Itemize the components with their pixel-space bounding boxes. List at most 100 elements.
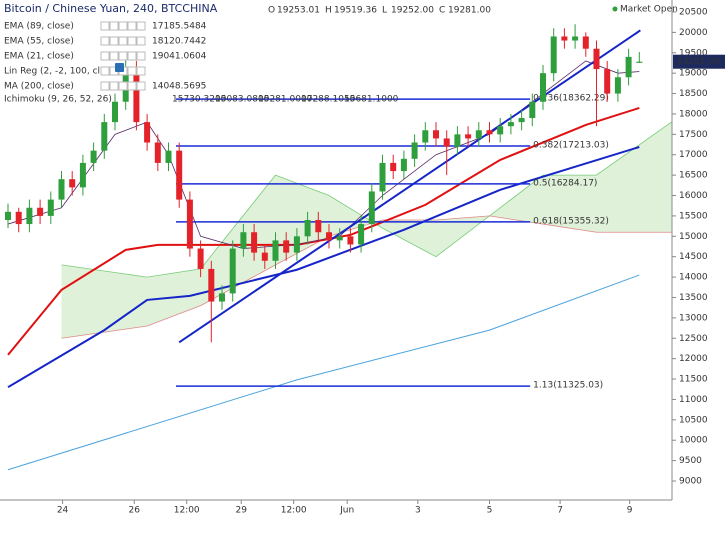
y-tick-label: 10500 (679, 415, 708, 425)
indicator-icon (115, 63, 124, 72)
fib-label: 1.13(11325.03) (533, 381, 603, 391)
y-tick-label: 12500 (679, 334, 708, 344)
candle-body (186, 199, 193, 249)
legend-value: 15281.0000 (258, 95, 313, 105)
legend-button (100, 66, 110, 76)
candle-body (358, 224, 365, 245)
legend-value: 15681.1000 (344, 95, 399, 105)
candle-body (69, 179, 76, 188)
candle-body (604, 69, 611, 94)
candle-body (37, 207, 44, 216)
x-tick-label: 24 (57, 506, 69, 516)
candle-body (326, 232, 332, 241)
legend-button (127, 36, 137, 46)
plot-area: 0.236(18362.29) 0.382(17213.03) 0.5(16284.… (5, 24, 672, 471)
legend-button (100, 21, 110, 31)
y-tick-label: 10000 (679, 436, 708, 446)
ohlc-key: L (382, 6, 387, 16)
y-tick-label: 9500 (679, 456, 702, 466)
fib-label: 0.5(16284.17) (533, 178, 597, 188)
ohlc-value: 19253.01 (277, 6, 320, 16)
legend-name: EMA (55, close) (4, 37, 74, 47)
candle-body (176, 150, 183, 200)
legend-button (100, 36, 110, 46)
candle-body (272, 240, 279, 261)
candle-body (625, 56, 632, 78)
candle-body (197, 248, 204, 269)
candle-body (79, 162, 86, 188)
y-tick-label: 16000 (679, 191, 708, 201)
indicator-line (7, 146, 640, 389)
candle-body (293, 236, 300, 253)
legend-name: Ichimoku (9, 26, 52, 26) (4, 95, 112, 105)
y-tick-label: 14000 (679, 273, 708, 283)
ohlc-key: C (439, 6, 445, 16)
ichimoku-span (61, 215, 672, 339)
legend-button (136, 21, 146, 31)
x-tick-label: 5 (487, 506, 493, 516)
candle-body (336, 236, 343, 241)
candle-body (561, 36, 568, 41)
y-tick-label: 11500 (679, 375, 708, 385)
candle-body (390, 162, 397, 172)
last-price-box (673, 54, 725, 69)
candle-body (433, 130, 439, 139)
y-tick-label: 16500 (679, 171, 708, 181)
legend-button (100, 51, 110, 61)
candle-body (283, 240, 290, 253)
candle-body (368, 191, 375, 225)
y-tick-label: 20500 (679, 8, 708, 18)
legend-button (127, 51, 137, 61)
trendline (178, 29, 641, 344)
legend-button (136, 81, 146, 91)
candle-body (572, 36, 579, 41)
chart-title: Bitcoin / Chinese Yuan, 240, BTCCHINA (4, 2, 218, 15)
y-tick-label: 11000 (679, 395, 708, 405)
legend-button (118, 81, 128, 91)
legend-button (127, 21, 137, 31)
fib-label: 0.382(17213.03) (533, 141, 609, 151)
legend-button (136, 66, 146, 76)
candle-body (518, 118, 525, 123)
candle-body (443, 138, 450, 147)
candle-body (251, 232, 258, 253)
legend-button (109, 36, 119, 46)
candle-body (497, 126, 504, 135)
fib-label: 0.618(15355.32) (533, 216, 609, 226)
y-tick-label: 17000 (679, 150, 708, 160)
candle-body (101, 122, 108, 151)
legend-button (109, 51, 119, 61)
legend-name: EMA (89, close) (4, 22, 74, 32)
candle-body (5, 211, 11, 220)
legend-button (127, 81, 137, 91)
legend-button (109, 81, 119, 91)
candle-body (133, 69, 140, 123)
candle-body (529, 101, 536, 119)
y-tick-label: 15500 (679, 211, 708, 221)
x-tick-label: 9 (627, 506, 633, 516)
legend-button (109, 21, 119, 31)
ohlc-value: 19281.00 (448, 6, 491, 16)
x-tick-label: 12:00 (281, 506, 307, 516)
candle-body (636, 61, 643, 63)
candle-body (540, 73, 546, 102)
legend-value: 15083.0800 (215, 95, 270, 105)
x-tick-label: 12:00 (174, 506, 200, 516)
legend-value: 19041.0604 (152, 52, 207, 62)
legend-button (136, 36, 146, 46)
y-tick-label: 18500 (679, 89, 708, 99)
candle-body (240, 232, 247, 249)
y-tick-label: 14500 (679, 252, 708, 262)
x-tick-label: 26 (129, 506, 141, 516)
candle-body (422, 130, 429, 143)
y-tick-label: 13000 (679, 313, 708, 323)
legend-value: 14048.5695 (152, 82, 206, 92)
ohlc-key: O (268, 6, 275, 16)
y-tick-label: 20000 (679, 28, 708, 38)
x-tick-label: 3 (415, 506, 421, 516)
candle-body (593, 48, 600, 70)
candle-body (475, 130, 482, 139)
ohlc-value: 19252.00 (391, 6, 434, 16)
candle-body (465, 134, 472, 139)
